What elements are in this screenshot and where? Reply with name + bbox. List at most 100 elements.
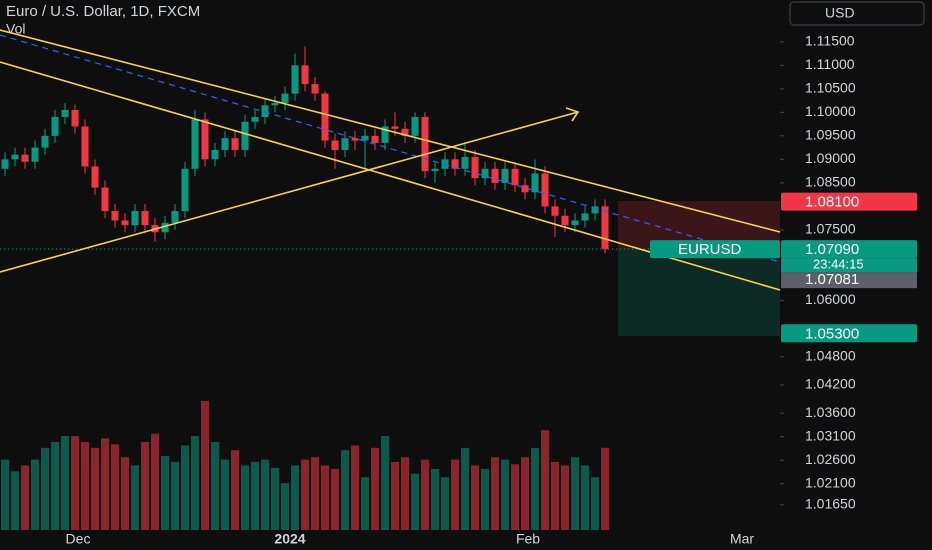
marks (1, 46, 609, 530)
countdown: 23:44:15 (813, 257, 864, 272)
volume-bar (301, 459, 309, 530)
volume-bar (541, 430, 549, 530)
candle-body (221, 138, 229, 150)
regression-line (0, 34, 781, 263)
volume-bar (81, 441, 89, 530)
candle-body (231, 138, 239, 150)
candle-body (381, 126, 389, 143)
volume-bar (1, 459, 9, 530)
volume-bar (211, 441, 219, 530)
volume-bar (421, 459, 429, 530)
y-tick-label: 1.04800 (805, 347, 856, 363)
y-tick-label: 1.03100 (805, 427, 856, 443)
candle-body (191, 119, 199, 169)
volume-bar (251, 461, 259, 530)
candle-body (461, 157, 469, 169)
y-tick-label: 1.10000 (805, 103, 856, 119)
candle-body (571, 220, 579, 226)
candle-body (131, 211, 139, 226)
volume-bar (101, 438, 109, 530)
candle-body (71, 110, 79, 127)
candle-body (201, 119, 209, 160)
volume-bar (561, 465, 569, 530)
currency: USD (825, 5, 855, 21)
price-label: 1.05300 (805, 325, 859, 342)
volume-bar (171, 461, 179, 530)
volume-bar (451, 459, 459, 530)
volume-bar (591, 477, 599, 530)
volume-bar (401, 457, 409, 530)
volume-bar (601, 447, 609, 530)
volume-bar (391, 461, 399, 530)
candle-body (111, 211, 119, 221)
candle-body (391, 126, 399, 129)
volume-bar (121, 457, 129, 530)
y-tick-label: 1.11000 (805, 56, 855, 72)
candle-body (521, 185, 529, 193)
candle-body (1, 159, 9, 169)
candle-body (531, 173, 539, 193)
symbol-box (650, 240, 780, 259)
y-tick-label: 1.10500 (805, 80, 856, 96)
candle-body (341, 138, 349, 150)
volume-bar (181, 445, 189, 530)
volume-bar (331, 468, 339, 530)
price-label-box (781, 240, 917, 259)
y-tick-label: 1.08500 (805, 174, 856, 190)
volume-bar (221, 459, 229, 530)
candle-body (31, 147, 39, 162)
volume-bar (141, 441, 149, 530)
volume-bar (351, 445, 359, 530)
candle-body (511, 168, 519, 186)
target-zone (618, 249, 780, 336)
volume-bar (551, 461, 559, 530)
volume-bar (191, 436, 199, 530)
chart-title: Euro / U.S. Dollar, 1D, FXCM (6, 3, 200, 20)
candle-body (81, 126, 89, 167)
candle-body (161, 222, 169, 233)
candle-body (101, 187, 109, 212)
candle-body (451, 159, 459, 169)
bid-label: 1.07081 (805, 271, 859, 288)
candle-body (301, 65, 309, 85)
volume-bar (371, 447, 379, 530)
volume-bar (381, 436, 389, 530)
y-tick-label: 1.09500 (805, 127, 856, 143)
candle-body (91, 166, 99, 188)
candle-body (261, 105, 269, 118)
volume-bar (21, 465, 29, 530)
volume-bar (61, 436, 69, 530)
currency-button[interactable] (789, 1, 925, 26)
volume-bar (51, 441, 59, 530)
volume-bar (311, 457, 319, 530)
price-label: 1.07090 (805, 241, 859, 258)
volume-bar (131, 465, 139, 530)
candle-body (331, 140, 339, 150)
y-tick-label: 1.09000 (805, 150, 856, 166)
candle-body (401, 128, 409, 136)
symbol-label: EURUSD (678, 241, 742, 258)
trend-arrow (0, 111, 579, 273)
price-label: 1.08100 (805, 194, 859, 211)
candle-body (271, 102, 279, 106)
volume-bar (441, 477, 449, 530)
candle-body (61, 110, 69, 118)
y-tick-label: 1.04200 (805, 376, 856, 392)
volume-bar (511, 464, 519, 530)
volume-bar (521, 457, 529, 530)
volume-bar (231, 450, 239, 530)
candle-body (321, 93, 329, 141)
candle-body (371, 135, 379, 143)
candle-body (411, 117, 419, 136)
price-label-box (781, 324, 917, 343)
candle-body (11, 154, 19, 160)
volume-bar (151, 433, 159, 530)
y-tick-label: 1.01650 (805, 496, 856, 512)
candle-body (361, 135, 369, 141)
candle-body (21, 154, 29, 162)
x-label: 2024 (274, 531, 305, 547)
candle-body (551, 206, 559, 216)
volume-bar (31, 459, 39, 530)
